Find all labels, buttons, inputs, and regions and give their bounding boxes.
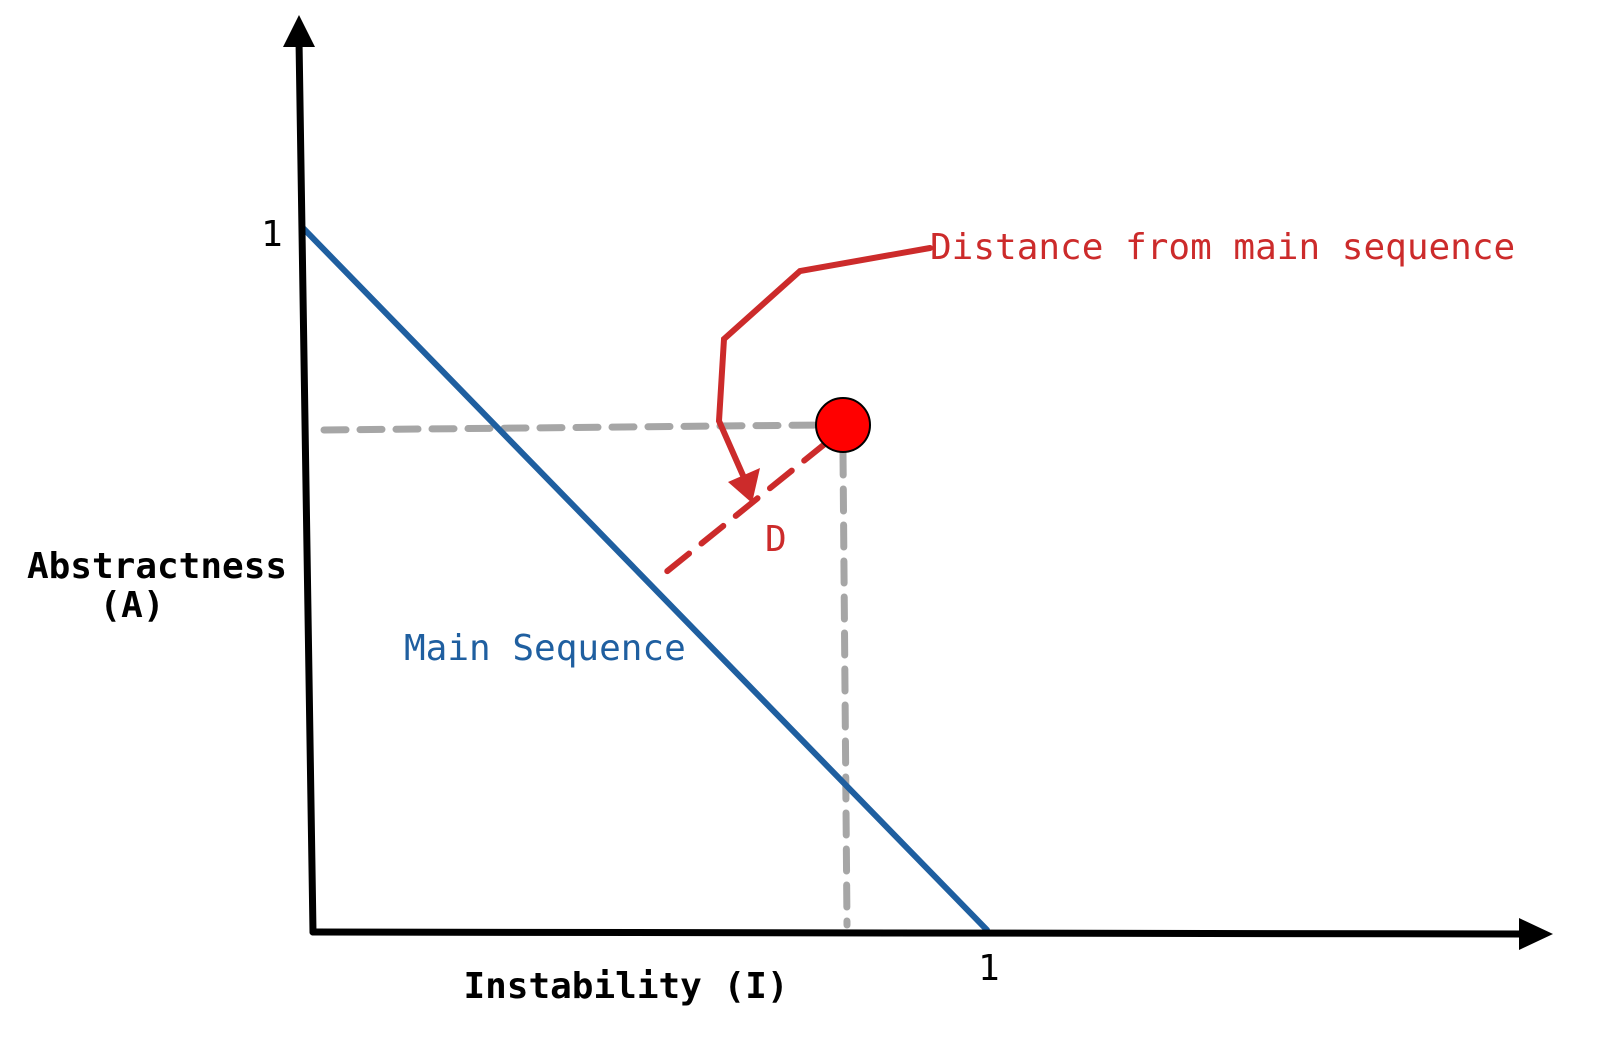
point-guide-horizontal bbox=[320, 421, 827, 434]
x-axis bbox=[309, 928, 1527, 938]
y-axis-label-line2: (A) bbox=[99, 585, 164, 626]
y-axis-arrowhead bbox=[283, 15, 315, 47]
main-sequence-line bbox=[300, 225, 990, 933]
y-tick-label: 1 bbox=[261, 214, 283, 255]
main-sequence-label: Main Sequence bbox=[404, 628, 686, 669]
y-axis bbox=[295, 36, 317, 936]
y-axis-label-line1: Abstractness bbox=[27, 546, 287, 587]
distance-line bbox=[657, 440, 829, 580]
point-guide-vertical bbox=[839, 449, 851, 929]
x-tick-label: 1 bbox=[978, 948, 1000, 989]
distance-callout-label: Distance from main sequence bbox=[930, 227, 1515, 268]
x-axis-arrowhead bbox=[1519, 918, 1553, 950]
callout-arrowhead bbox=[728, 468, 760, 503]
x-axis-label: Instability (I) bbox=[463, 966, 788, 1007]
component-point bbox=[815, 397, 871, 453]
distance-label: D bbox=[765, 519, 787, 560]
callout-arrow bbox=[715, 245, 933, 483]
